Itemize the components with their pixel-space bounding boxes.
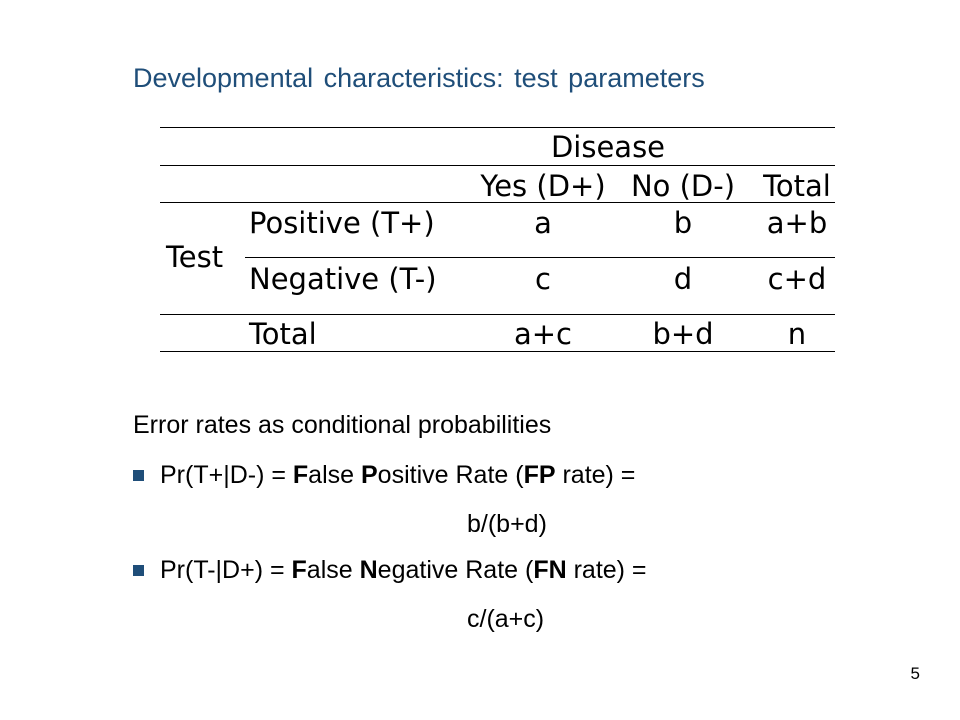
fp-bold-2: P	[360, 461, 378, 489]
contingency-table: Disease Yes (D+) No (D-) Total Test Posi…	[160, 127, 835, 352]
table-rule-header	[160, 165, 835, 166]
column-header-total: Total	[763, 169, 831, 203]
row-label-negative: Negative (T-)	[249, 262, 437, 296]
false-positive-formula: b/(b+d)	[467, 510, 547, 538]
bullet-square-icon	[133, 565, 144, 576]
table-rule-bottom	[160, 351, 835, 352]
cell-negative-total: c+d	[767, 262, 827, 296]
slide-title: Developmental characteristics: test para…	[133, 63, 705, 93]
bullet-square-icon	[133, 470, 144, 481]
fn-text-2: alse	[306, 556, 360, 584]
column-header-yes: Yes (D+)	[480, 169, 606, 203]
table-rule-total	[160, 314, 835, 315]
column-header-no: No (D-)	[630, 169, 736, 203]
false-positive-line: Pr(T+|D-) = False Positive Rate (FP rate…	[160, 463, 635, 488]
cell-positive-no: b	[673, 206, 693, 240]
fn-text-4: rate) =	[566, 556, 647, 584]
false-negative-line: Pr(T-|D+) = False Negative Rate (FN rate…	[160, 558, 647, 583]
fn-bold-3: FN	[533, 556, 567, 584]
fp-bold-3: FP	[523, 461, 556, 489]
fn-bold-2: N	[359, 556, 378, 584]
fn-bold-1: F	[291, 556, 307, 584]
fp-text-4: rate) =	[555, 461, 636, 489]
cell-positive-yes: a	[534, 206, 552, 240]
table-rule-columns	[160, 202, 835, 203]
table-rule-top	[160, 127, 835, 128]
cell-negative-yes: c	[535, 262, 551, 296]
test-label: Test	[166, 240, 224, 274]
cell-total-no: b+d	[652, 317, 714, 351]
cell-total-total: n	[787, 317, 807, 351]
fn-text-3: egative Rate (	[377, 556, 534, 584]
fn-text-1: Pr(T-|D+) =	[160, 556, 292, 584]
error-rates-heading: Error rates as conditional probabilities	[133, 411, 552, 439]
cell-positive-total: a+b	[766, 206, 828, 240]
disease-header: Disease	[550, 130, 666, 164]
fp-bold-1: F	[292, 461, 309, 489]
row-label-positive: Positive (T+)	[249, 206, 435, 240]
fp-text-2: alse	[308, 461, 361, 489]
cell-total-yes: a+c	[513, 317, 573, 351]
page-number: 5	[910, 664, 920, 683]
cell-negative-no: d	[673, 262, 693, 296]
row-label-total: Total	[249, 317, 317, 351]
fp-text-3: ositive Rate (	[377, 461, 524, 489]
fp-text-1: Pr(T+|D-) =	[160, 461, 293, 489]
table-rule-rows-split	[245, 257, 835, 258]
false-negative-formula: c/(a+c)	[467, 605, 545, 633]
